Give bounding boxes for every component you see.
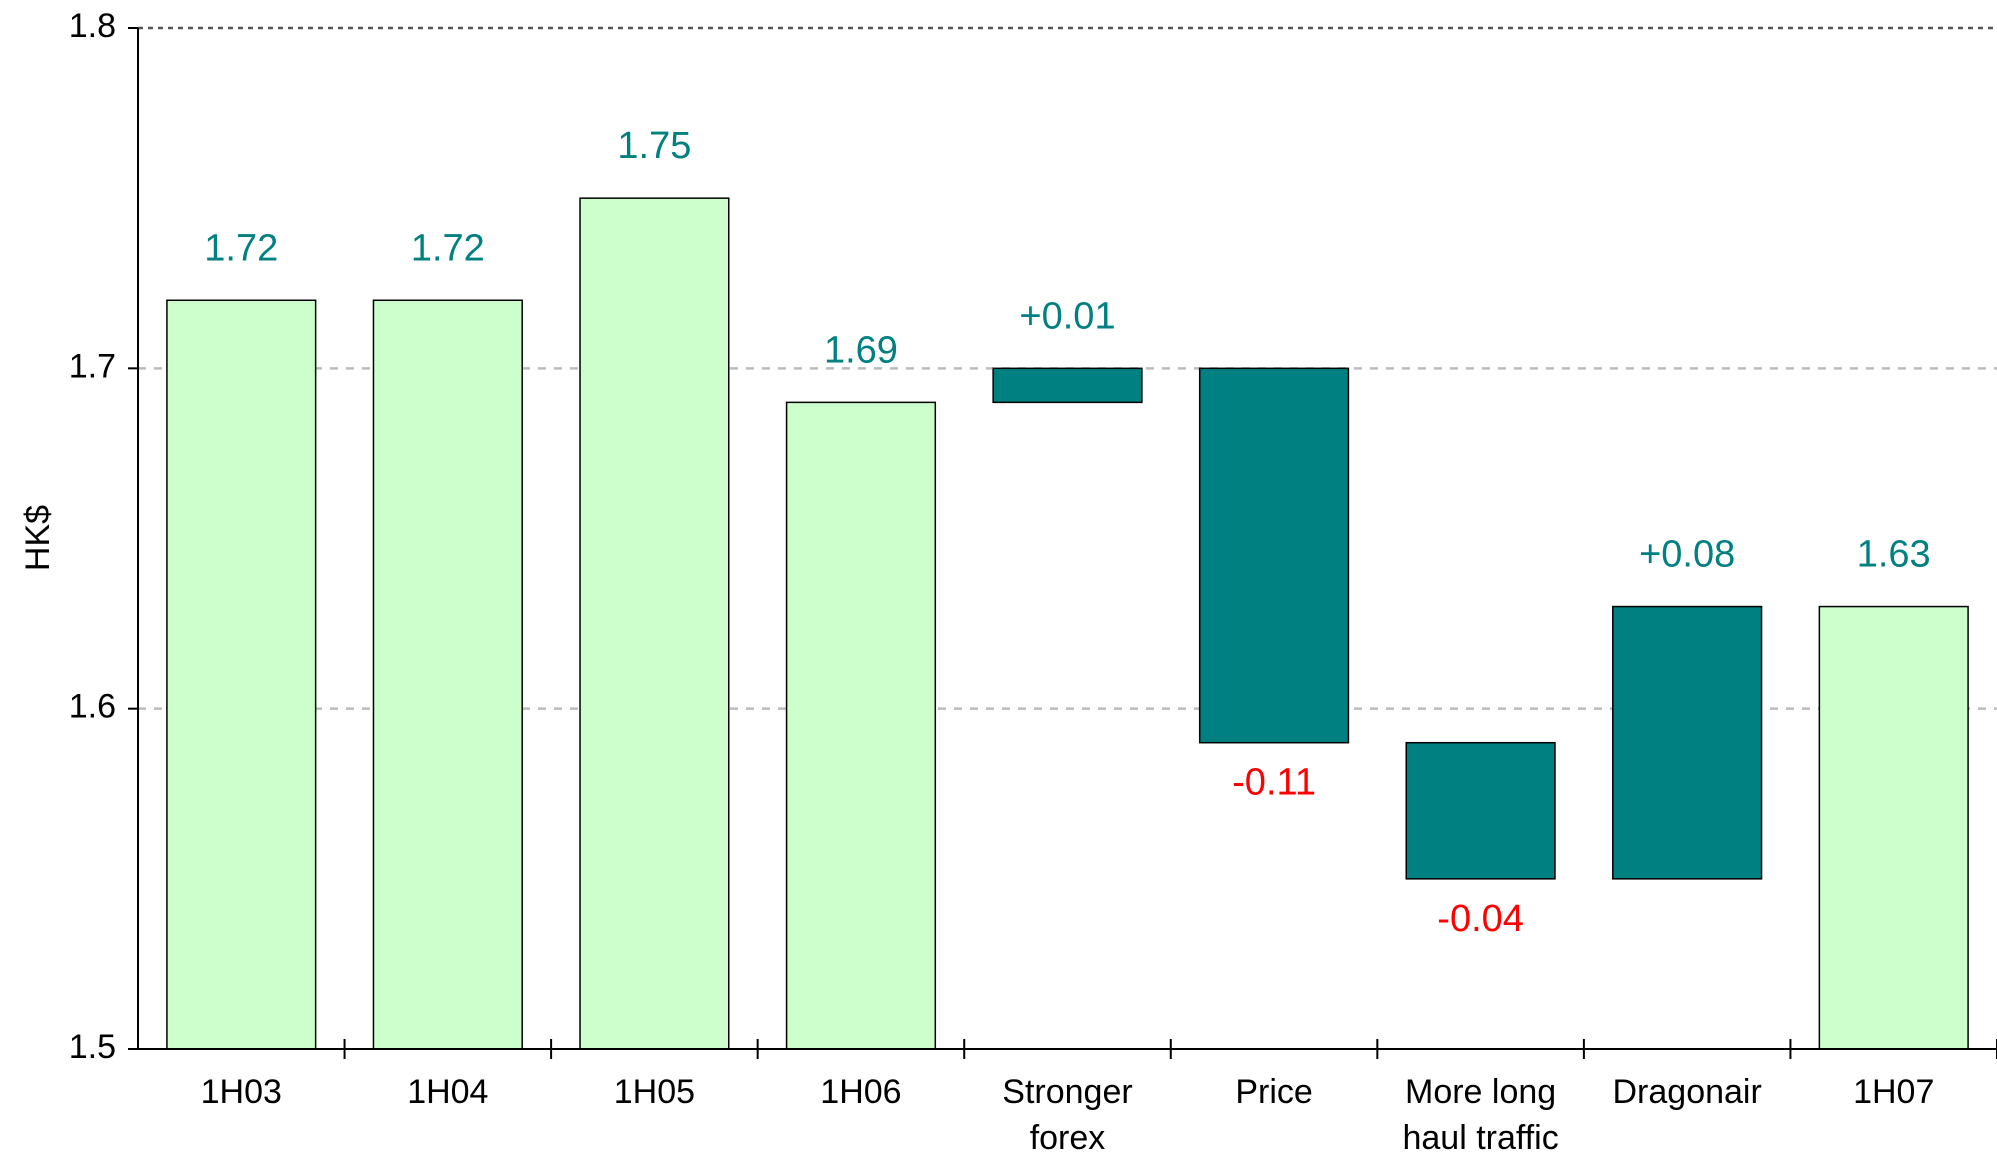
value-label: +0.08: [1639, 534, 1735, 576]
x-tick-label: 1H04: [407, 1073, 489, 1111]
bar: [166, 299, 317, 1050]
value-label: 1.72: [204, 227, 278, 269]
x-tick-label: Dragonair: [1612, 1073, 1762, 1111]
bar: [372, 299, 523, 1050]
x-tick-label: 1H06: [820, 1073, 902, 1111]
value-label: 1.63: [1857, 534, 1931, 576]
y-tick-label: 1.8: [69, 7, 116, 45]
y-axis-label: HK$: [19, 505, 57, 571]
value-label: -0.11: [1232, 762, 1316, 804]
value-label: -0.04: [1437, 898, 1524, 940]
value-label: 1.75: [617, 125, 691, 167]
y-tick-label: 1.5: [69, 1028, 116, 1066]
bar: [992, 367, 1143, 404]
x-tick-label: 1H03: [200, 1073, 282, 1111]
x-tick-label: 1H07: [1853, 1073, 1935, 1111]
value-label: 1.72: [411, 227, 485, 269]
bar: [1198, 367, 1350, 744]
bar: [1405, 741, 1556, 880]
y-tick-label: 1.7: [69, 347, 116, 385]
bar: [579, 197, 730, 1050]
bar: [785, 401, 937, 1050]
x-tick-label: Stronger forex: [1002, 1073, 1133, 1157]
x-tick-label: Price: [1235, 1073, 1313, 1111]
bar: [1612, 605, 1763, 880]
value-label: +0.01: [1019, 295, 1115, 337]
y-tick-label: 1.6: [69, 688, 116, 726]
value-label: 1.69: [824, 329, 898, 371]
bar: [1818, 605, 1969, 1050]
x-tick-label: More long haul traffic: [1402, 1073, 1559, 1157]
x-tick-label: 1H05: [613, 1073, 696, 1111]
